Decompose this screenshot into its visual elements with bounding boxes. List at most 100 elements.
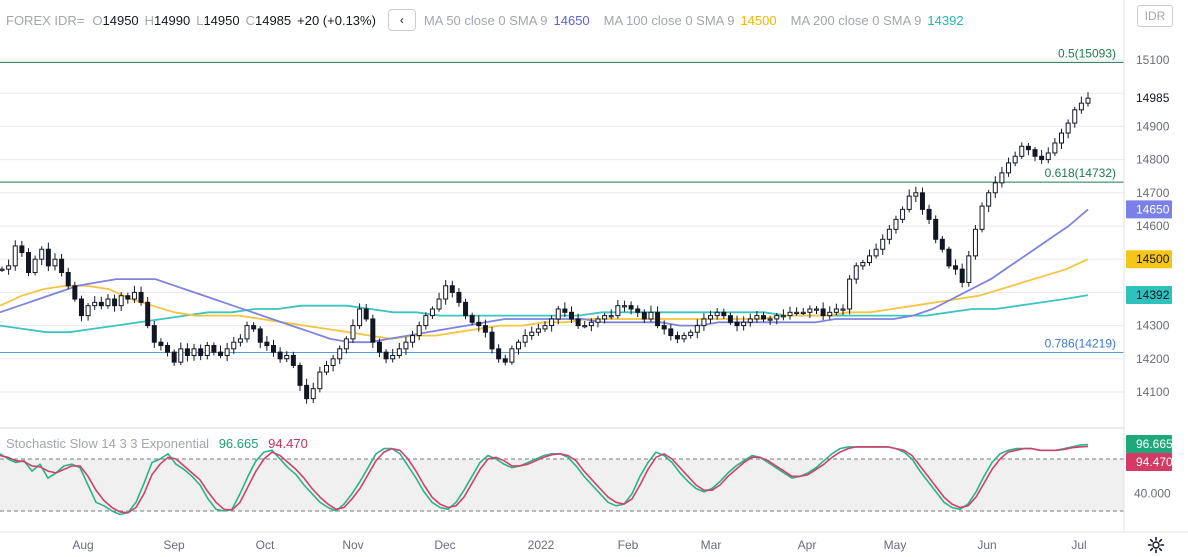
stoch-band: [0, 459, 1124, 511]
ma200-badge-bg: [1126, 286, 1172, 305]
candle-body: [449, 285, 455, 293]
candle-body: [1072, 109, 1078, 124]
candle-body: [946, 248, 952, 267]
candle-body: [893, 218, 899, 230]
candle-body: [1085, 97, 1091, 104]
high-label: H: [144, 12, 155, 28]
candle-body: [52, 258, 58, 267]
candle-body: [549, 318, 555, 327]
ma50-label[interactable]: MA 50 close 0 SMA 9: [423, 12, 548, 28]
candle-body: [310, 388, 316, 400]
time-axis[interactable]: Aug Sep Oct Nov Dec 2022 Feb Mar Apr May Jun Jul: [72, 538, 1086, 552]
ma200-label[interactable]: MA 200 close 0 SMA 9: [790, 12, 922, 28]
candle-body: [774, 315, 780, 320]
candle-body: [337, 348, 343, 360]
candle-body: [178, 348, 184, 363]
gear-icon[interactable]: [1147, 536, 1165, 554]
fib-label-0.5: 0.5(15093): [1058, 46, 1116, 60]
candle-body: [112, 298, 118, 307]
candle-body: [496, 348, 502, 360]
collapse-legend-button[interactable]: ‹: [387, 9, 416, 31]
candle-body: [277, 351, 283, 360]
candle-body: [105, 298, 111, 307]
candle-body: [847, 278, 853, 310]
candle-body: [92, 301, 98, 307]
candle-body: [655, 311, 661, 327]
candle-body: [807, 308, 813, 313]
candle-body: [933, 218, 939, 240]
candle-body: [78, 298, 84, 317]
candle-body: [297, 364, 303, 386]
candle-body: [390, 354, 396, 360]
candle-body: [509, 348, 515, 363]
high-value: 14990: [154, 12, 191, 28]
candle-body: [12, 245, 18, 267]
candle-body: [191, 348, 197, 356]
price-tick-label: 14300: [1136, 319, 1170, 333]
candle-body: [714, 311, 720, 317]
price-tick-label: 14800: [1136, 153, 1170, 167]
candle-body: [25, 252, 31, 273]
candle-body: [376, 341, 382, 353]
candle-body: [761, 315, 767, 320]
candle-body: [72, 285, 78, 300]
close-value: 14985: [254, 12, 292, 28]
candle-body: [986, 192, 992, 207]
ma50-line: [0, 208, 1089, 344]
candle-body: [529, 331, 535, 337]
grid-layer: [0, 59, 1124, 393]
currency-selector-label: IDR: [1144, 9, 1166, 23]
candle-body: [979, 205, 985, 230]
price-axis[interactable]: 15100 14900 14800 14700 14600 14300 14200 14100…: [1126, 53, 1173, 501]
price-tick-label: 14700: [1136, 186, 1170, 200]
candle-body: [1059, 132, 1065, 144]
candle-body: [98, 301, 104, 307]
time-axis-label: Jun: [977, 538, 996, 552]
currency-selector[interactable]: IDR: [1137, 5, 1173, 27]
candle-body: [357, 308, 363, 327]
stoch-k-badge: 96.665: [1136, 437, 1173, 451]
candle-body: [615, 305, 621, 317]
candle-body: [833, 308, 839, 313]
candle-body: [628, 305, 634, 310]
candle-body: [403, 341, 409, 350]
stoch-k-badge-bg: [1126, 435, 1172, 453]
candle-body: [708, 315, 714, 320]
candle-body: [85, 305, 91, 317]
candle-body: [827, 311, 833, 317]
candle-body: [913, 192, 919, 197]
candle-body: [999, 172, 1005, 184]
candle-body: [800, 311, 806, 315]
candle-body: [171, 351, 177, 363]
ma100-label[interactable]: MA 100 close 0 SMA 9: [603, 12, 735, 28]
candle-body: [423, 315, 429, 327]
price-tick-label: 14100: [1136, 385, 1170, 399]
price-tick-label: 14200: [1136, 352, 1170, 366]
price-tick-label: 15100: [1136, 53, 1170, 67]
time-axis-label: Dec: [434, 538, 455, 552]
candle-body: [575, 318, 581, 327]
candle-body: [582, 325, 588, 328]
candle-body: [873, 248, 879, 257]
ma100-badge-bg: [1126, 250, 1172, 269]
candle-body: [237, 338, 243, 343]
candle-layer: [0, 92, 1091, 404]
candle-body: [476, 321, 482, 327]
symbol-name[interactable]: FOREX IDR=: [6, 12, 85, 28]
candle-body: [231, 341, 237, 350]
time-axis-label: Jul: [1071, 538, 1086, 552]
candle-body: [158, 341, 164, 347]
candle-body: [853, 265, 859, 280]
stochastic-label[interactable]: Stochastic Slow 14 3 3 Exponential: [6, 436, 210, 451]
candle-body: [794, 311, 800, 315]
time-axis-label: Mar: [701, 538, 722, 552]
candle-body: [602, 315, 608, 320]
candle-body: [317, 371, 323, 390]
candle-body: [787, 311, 793, 317]
candle-body: [641, 311, 647, 320]
candle-body: [747, 318, 753, 323]
stoch-tick-label: 40.000: [1134, 487, 1171, 501]
candle-body: [19, 245, 25, 254]
candle-body: [767, 318, 773, 321]
